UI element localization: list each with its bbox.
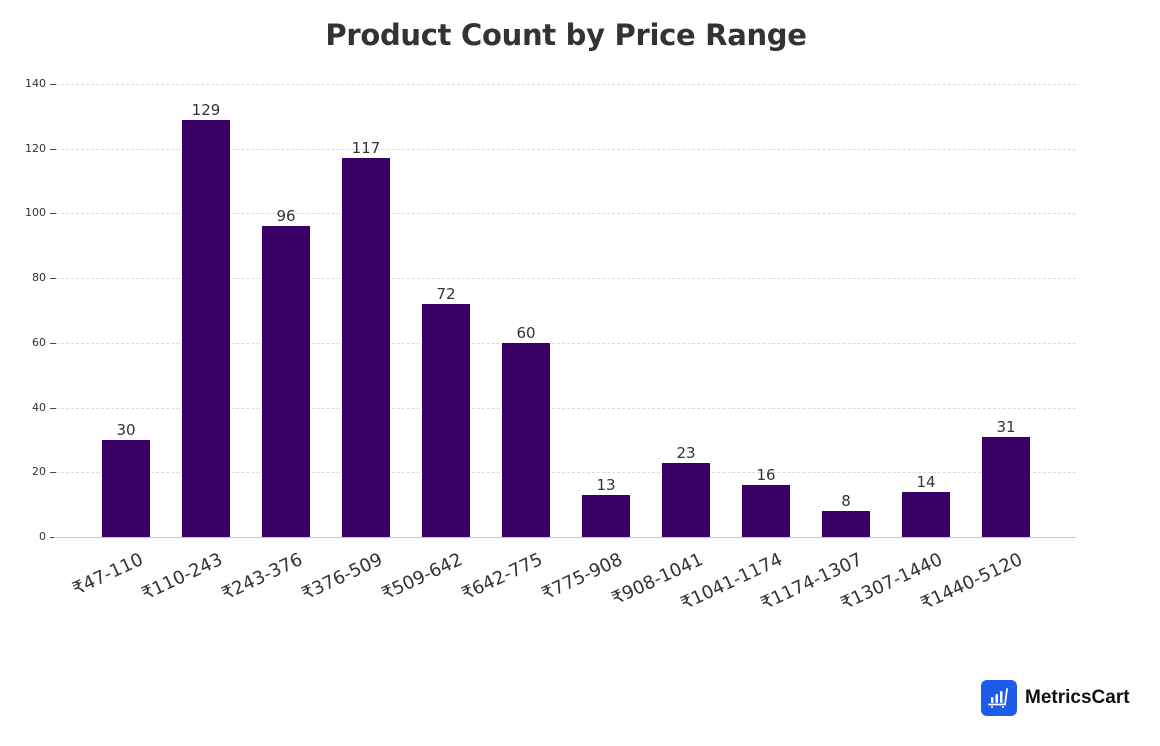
brand-logo: MetricsCart [981, 680, 1130, 716]
chart-title: Product Count by Price Range [325, 18, 807, 52]
gridline [56, 472, 1076, 474]
bar[interactable] [582, 494, 630, 537]
bar-chart-cart-icon [981, 680, 1017, 716]
x-tick-label: ₹110-243 [138, 549, 227, 605]
y-tick [50, 84, 56, 85]
gridline [56, 407, 1076, 409]
bar[interactable] [982, 436, 1030, 537]
bar[interactable] [342, 158, 390, 537]
y-tick [50, 472, 56, 474]
bar[interactable] [182, 119, 230, 537]
y-tick-label: 20 [32, 465, 46, 479]
bar[interactable] [502, 342, 550, 537]
bar-value-label: 13 [596, 475, 616, 494]
y-tick-label: 80 [32, 271, 46, 285]
bar-value-label: 8 [841, 492, 851, 511]
y-tick [50, 213, 56, 215]
bar-value-label: 72 [436, 285, 456, 304]
y-tick-label: 40 [32, 400, 46, 414]
bar-value-label: 60 [516, 323, 536, 342]
y-tick-label: 60 [32, 335, 46, 349]
bar-value-label: 23 [676, 443, 696, 462]
bar[interactable] [662, 462, 710, 537]
gridline [56, 148, 1076, 150]
y-tick-label: 140 [25, 77, 46, 90]
bar-value-label: 96 [276, 207, 296, 226]
bar[interactable] [102, 439, 150, 537]
bar[interactable] [742, 485, 790, 537]
bar[interactable] [262, 226, 310, 537]
x-tick-label: ₹243-376 [218, 549, 307, 605]
x-axis-line [54, 537, 1076, 538]
bar[interactable] [822, 511, 870, 537]
x-tick-label: ₹509-642 [378, 549, 467, 605]
gridline [56, 213, 1076, 215]
brand-name: MetricsCart [1025, 687, 1130, 708]
bar-value-label: 117 [351, 139, 381, 158]
bar-value-label: 31 [996, 417, 1016, 436]
bar[interactable] [422, 304, 470, 537]
y-tick-label: 120 [25, 141, 46, 155]
plot-area: 0 20 40 60 80 100 120 140 30 ₹47-110 129 ₹110-243 96… [25, 78, 1076, 614]
y-tick-label: 0 [39, 530, 46, 543]
y-tick [50, 278, 56, 280]
bar-value-label: 14 [916, 472, 936, 491]
bar-value-label: 30 [116, 420, 136, 439]
y-tick [50, 342, 56, 344]
y-tick-label: 100 [25, 206, 46, 220]
x-tick-label: ₹47-110 [69, 549, 147, 600]
bar-value-label: 129 [191, 100, 221, 119]
gridline [56, 342, 1076, 344]
gridline [56, 278, 1076, 280]
bar[interactable] [902, 491, 950, 537]
x-tick-label: ₹642-775 [458, 549, 547, 605]
gridline [56, 84, 1076, 85]
x-tick-label: ₹376-509 [298, 549, 387, 605]
y-tick [50, 148, 56, 150]
y-tick [50, 407, 56, 409]
bar-value-label: 16 [756, 466, 776, 485]
y-tick [50, 537, 56, 538]
